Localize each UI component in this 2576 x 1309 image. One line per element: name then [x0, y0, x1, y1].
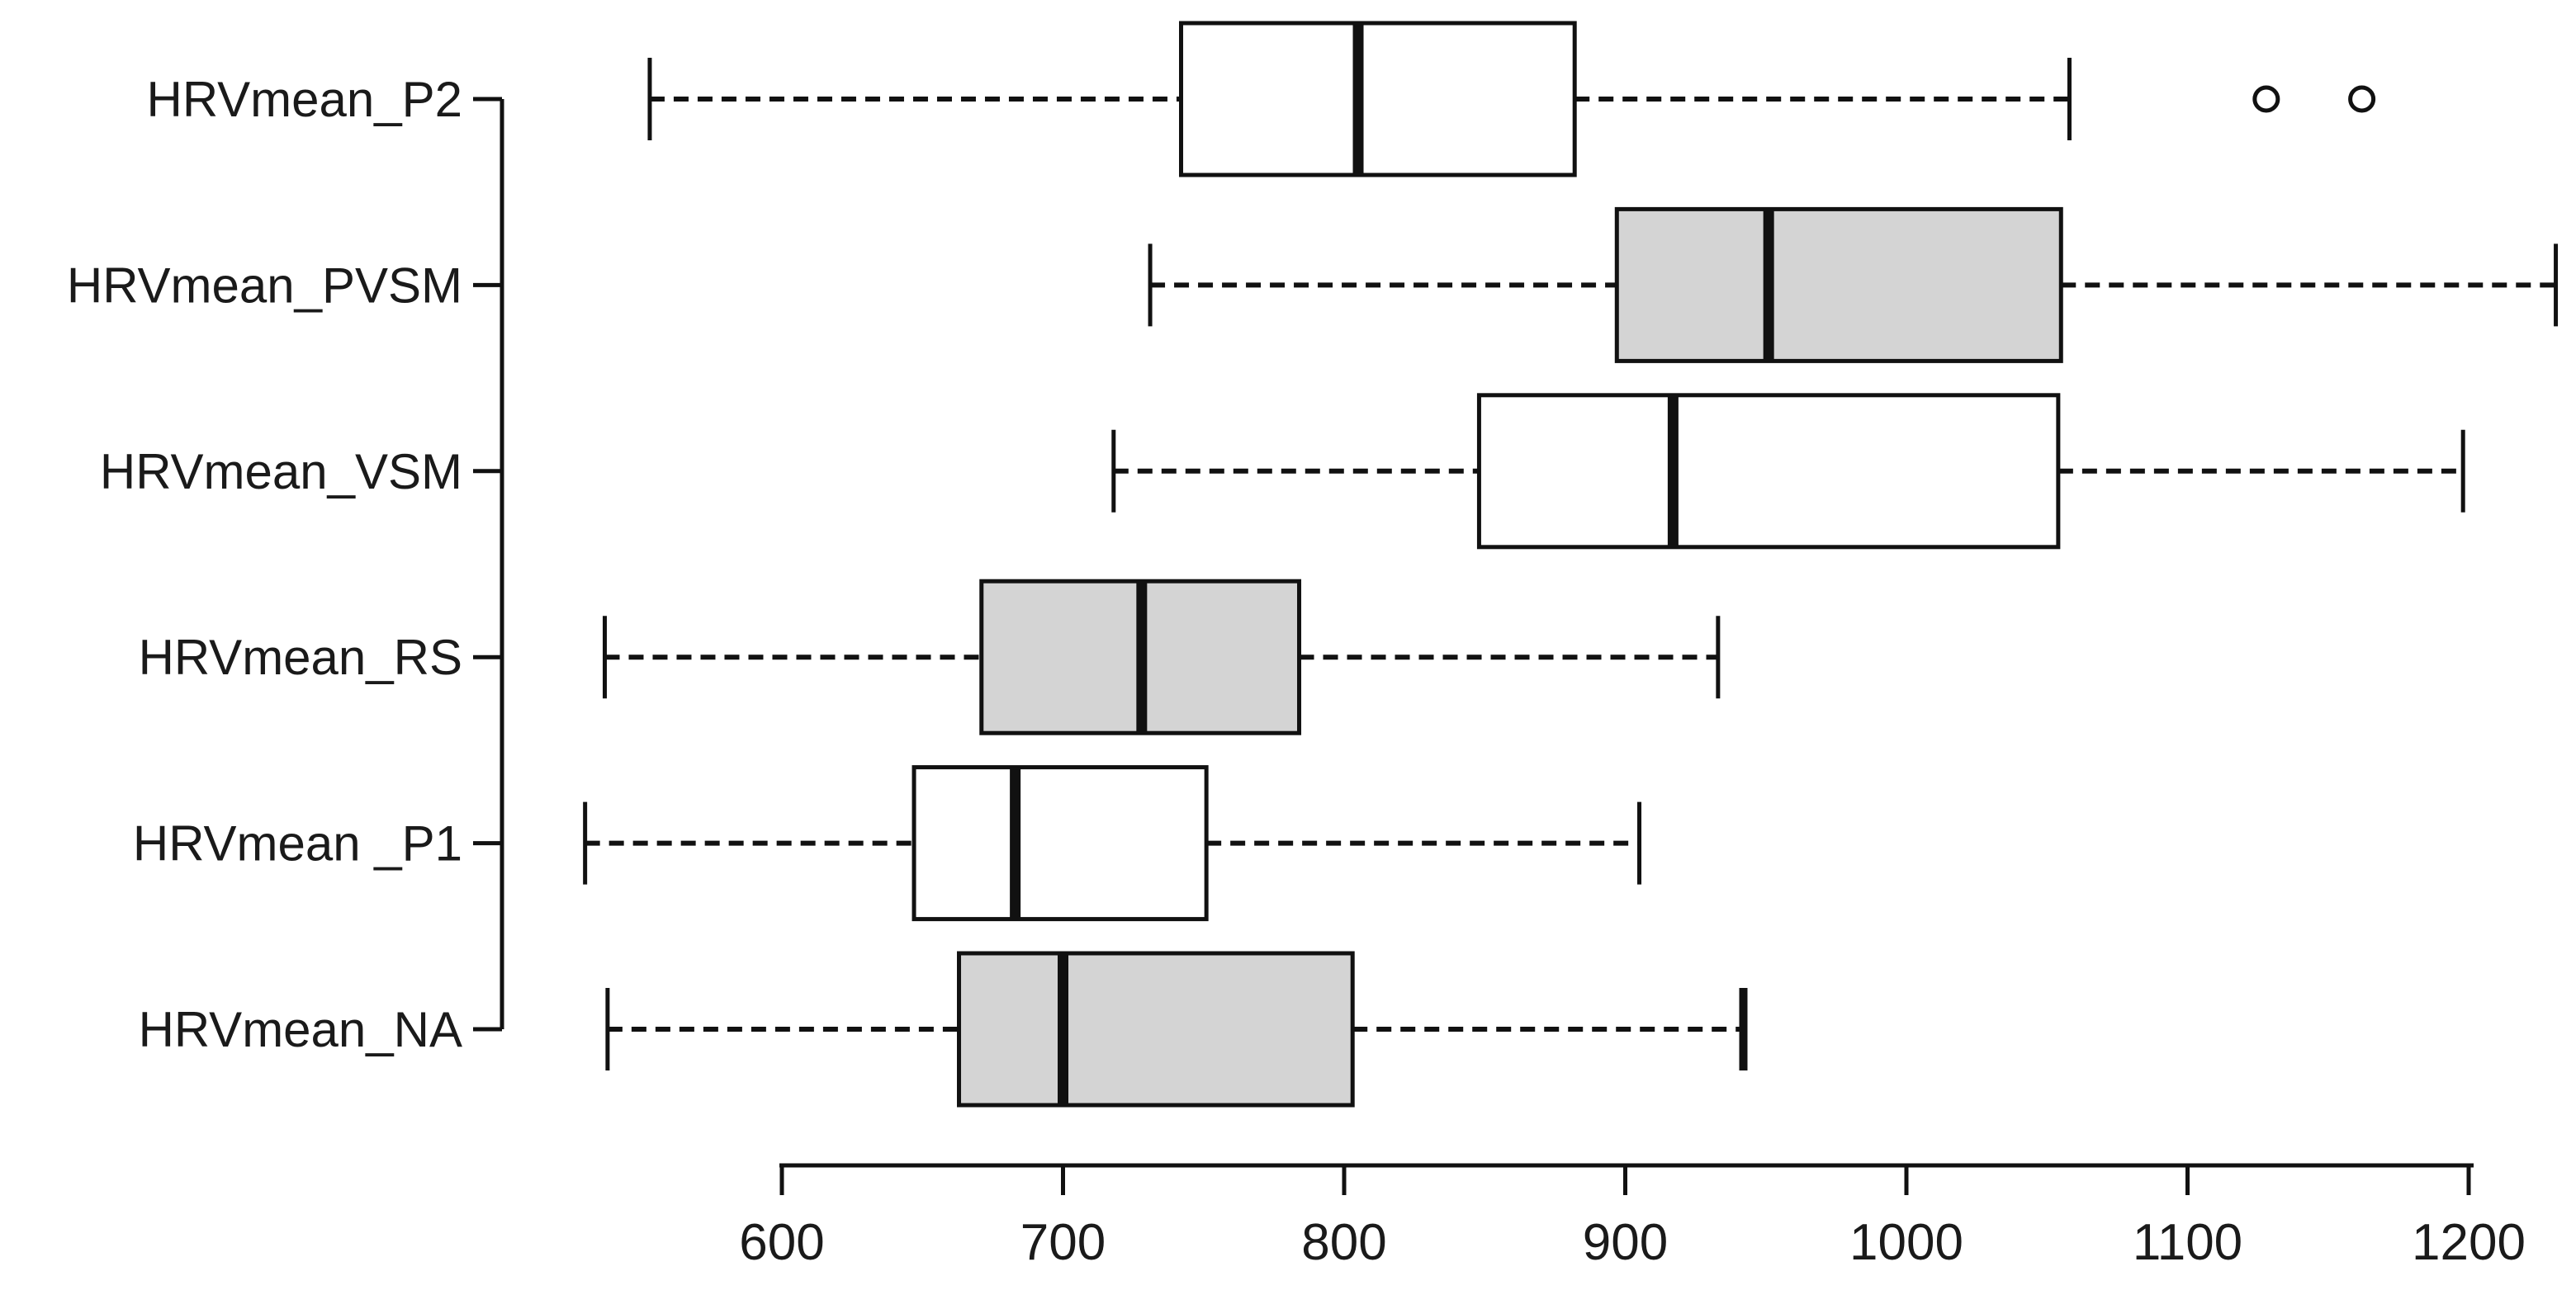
box [1614, 206, 2063, 363]
x-tick-label: 700 [1020, 1214, 1106, 1271]
category-label: HRVmean_VSM [100, 444, 462, 499]
outlier-point [2252, 85, 2280, 113]
x-tick-label: 1100 [2133, 1214, 2242, 1271]
x-tick-label: 900 [1583, 1214, 1668, 1271]
box [957, 951, 1355, 1108]
box [1476, 393, 2061, 550]
category-label: HRVmean_P2 [147, 72, 462, 127]
x-tick-label: 1000 [1849, 1214, 1963, 1271]
x-tick-label: 800 [1301, 1214, 1386, 1271]
x-tick-label: 1200 [2412, 1214, 2526, 1271]
box [912, 765, 1209, 922]
outlier-point [2348, 85, 2376, 113]
category-label: HRVmean_RS [139, 630, 462, 685]
category-label: HRVmean_NA [139, 1002, 462, 1057]
box [1179, 21, 1577, 177]
category-label: HRVmean _P1 [133, 816, 462, 872]
category-label: HRVmean_PVSM [67, 258, 462, 313]
x-tick-label: 600 [739, 1214, 824, 1271]
